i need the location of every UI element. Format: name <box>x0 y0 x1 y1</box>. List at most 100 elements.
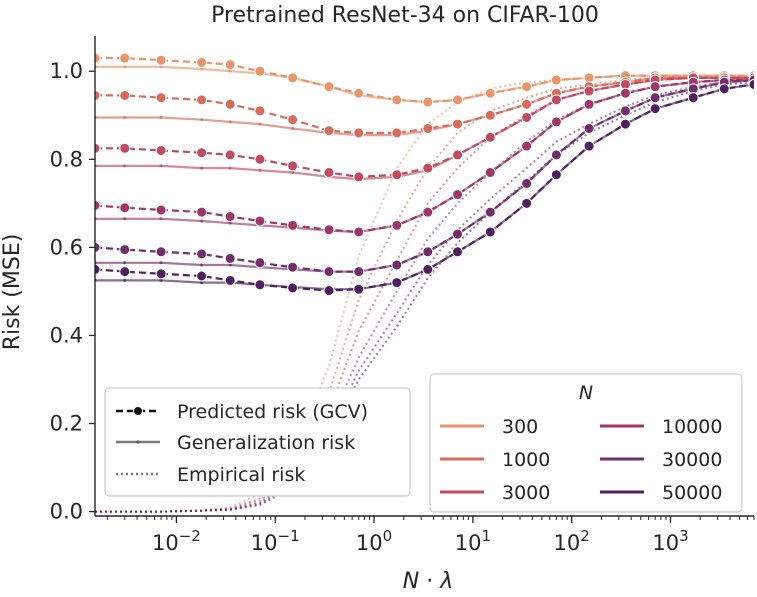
legend-generalization-label: Generalization risk <box>177 432 355 454</box>
predicted-point-3000 <box>196 147 208 159</box>
y-tick-label: 0.8 <box>50 147 83 171</box>
predicted-point-300 <box>521 81 533 93</box>
generalization-point-1000 <box>159 115 163 119</box>
predicted-point-30000 <box>353 266 365 278</box>
generalization-point-30000 <box>200 263 204 267</box>
predicted-point-30000 <box>196 248 208 260</box>
predicted-point-50000 <box>718 83 730 95</box>
predicted-point-300 <box>196 56 208 68</box>
predicted-point-30000 <box>119 244 131 256</box>
predicted-point-10000 <box>254 215 266 227</box>
generalization-point-1000 <box>123 115 127 119</box>
generalization-line-50000 <box>95 83 754 291</box>
predicted-point-1000 <box>323 125 335 137</box>
generalization-point-300 <box>228 69 232 73</box>
predicted-point-30000 <box>422 246 434 258</box>
predicted-point-3000 <box>521 111 533 123</box>
generalization-point-50000 <box>200 281 204 285</box>
generalization-point-10000 <box>200 219 204 223</box>
legend-predicted-label: Predicted risk (GCV) <box>177 401 368 423</box>
predicted-point-300 <box>119 52 131 64</box>
predicted-point-50000 <box>196 270 208 282</box>
predicted-point-50000 <box>422 263 434 275</box>
legend-generalization-marker <box>136 440 140 444</box>
n-legend: N 300 1000 3000 10000 30000 50000 <box>429 373 743 513</box>
n-legend-label-300: 300 <box>502 416 538 438</box>
generalization-point-3000 <box>291 171 295 175</box>
generalization-point-10000 <box>159 217 163 221</box>
empirical-line-50000 <box>95 81 754 513</box>
n-legend-label-50000: 50000 <box>662 482 722 504</box>
predicted-point-1000 <box>155 92 167 104</box>
predicted-point-30000 <box>619 105 631 117</box>
predicted-point-30000 <box>287 261 299 273</box>
generalization-point-30000 <box>123 261 127 265</box>
predicted-point-1000 <box>521 98 533 110</box>
predicted-point-30000 <box>95 241 101 253</box>
predicted-point-50000 <box>287 282 299 294</box>
predicted-point-300 <box>287 72 299 84</box>
predicted-line-50000 <box>95 83 754 292</box>
predicted-point-50000 <box>484 226 496 238</box>
predicted-point-300 <box>254 65 266 77</box>
generalization-point-3000 <box>123 164 127 168</box>
y-tick-label: 0.6 <box>50 235 83 259</box>
n-legend-label-30000: 30000 <box>662 449 722 471</box>
predicted-point-10000 <box>452 189 464 201</box>
predicted-point-10000 <box>391 219 403 231</box>
generalization-point-10000 <box>123 217 127 221</box>
predicted-point-50000 <box>748 78 754 90</box>
generalization-point-30000 <box>228 263 232 267</box>
generalization-point-10000 <box>228 221 232 225</box>
predicted-point-3000 <box>287 160 299 172</box>
predicted-point-10000 <box>521 140 533 152</box>
generalization-point-300 <box>123 65 127 69</box>
predicted-point-30000 <box>484 206 496 218</box>
predicted-point-300 <box>484 87 496 99</box>
predicted-point-3000 <box>484 131 496 143</box>
n-legend-frame <box>429 373 743 513</box>
predicted-point-10000 <box>619 87 631 99</box>
predicted-point-50000 <box>619 118 631 130</box>
predicted-point-50000 <box>521 197 533 209</box>
generalization-point-1000 <box>200 118 204 122</box>
predicted-point-300 <box>422 96 434 108</box>
n-legend-entries: 300 1000 3000 10000 30000 50000 <box>440 416 722 504</box>
predicted-point-10000 <box>484 167 496 179</box>
predicted-point-10000 <box>95 200 101 212</box>
predicted-point-3000 <box>224 149 236 161</box>
predicted-point-30000 <box>521 178 533 190</box>
predicted-point-300 <box>155 54 167 66</box>
predicted-point-50000 <box>353 283 365 295</box>
generalization-point-3000 <box>228 166 232 170</box>
generalization-point-3000 <box>258 168 262 172</box>
predicted-point-3000 <box>452 149 464 161</box>
x-tick-label: 10−2 <box>152 527 201 555</box>
y-tick-label: 0.0 <box>50 500 83 524</box>
series-group <box>95 52 754 513</box>
predicted-point-1000 <box>196 94 208 106</box>
chart-title: Pretrained ResNet-34 on CIFAR-100 <box>211 3 599 28</box>
predicted-point-1000 <box>484 109 496 121</box>
predicted-point-50000 <box>452 246 464 258</box>
predicted-point-10000 <box>422 206 434 218</box>
predicted-point-1000 <box>391 127 403 139</box>
predicted-point-50000 <box>687 92 699 104</box>
predicted-point-30000 <box>649 92 661 104</box>
x-axis-label: N · λ <box>403 569 453 594</box>
generalization-point-50000 <box>159 278 163 282</box>
predicted-point-50000 <box>254 279 266 291</box>
generalization-point-1000 <box>291 126 295 130</box>
predicted-point-50000 <box>323 285 335 297</box>
predicted-point-10000 <box>550 116 562 128</box>
plot-area <box>95 52 754 513</box>
generalization-point-1000 <box>258 122 262 126</box>
n-legend-label-10000: 10000 <box>662 416 722 438</box>
predicted-line-1000 <box>95 76 754 134</box>
predicted-point-30000 <box>583 122 595 134</box>
predicted-point-3000 <box>422 162 434 174</box>
predicted-point-1000 <box>95 89 101 101</box>
predicted-point-3000 <box>119 142 131 154</box>
predicted-point-3000 <box>155 144 167 156</box>
predicted-point-30000 <box>254 257 266 269</box>
